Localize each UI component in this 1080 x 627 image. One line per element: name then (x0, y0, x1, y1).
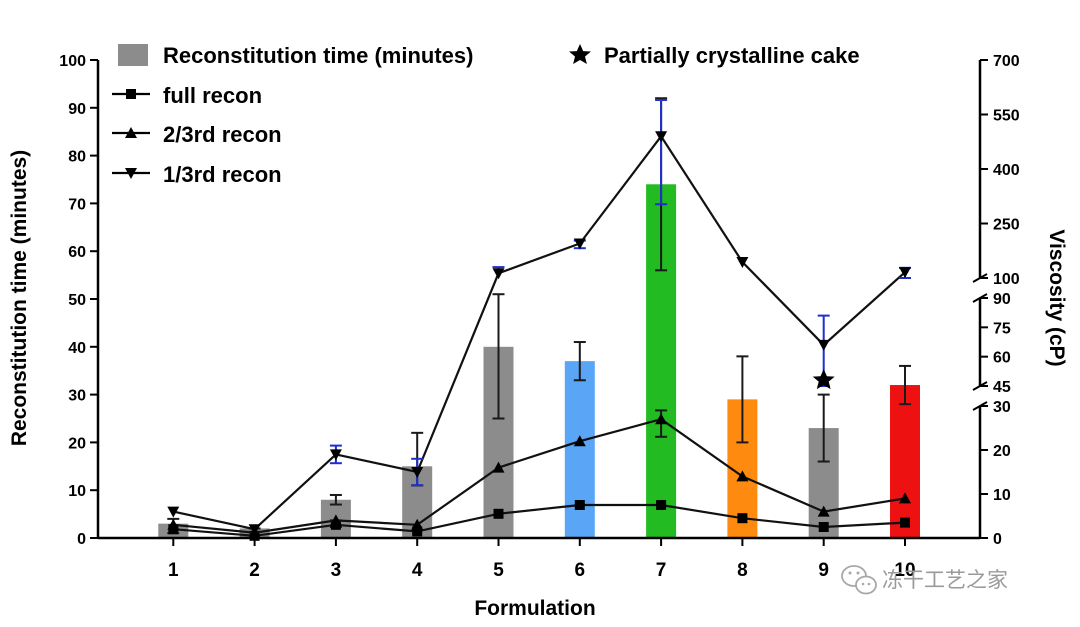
x-axis-title: Formulation (474, 597, 595, 620)
x-tick-label-8: 8 (737, 560, 748, 581)
point-two-thirds-recon-5 (492, 461, 505, 473)
point-two-thirds-recon-8 (736, 470, 749, 482)
square-marker-icon (126, 89, 136, 99)
bars-layer (158, 184, 920, 538)
axes-layer: 0102030405060708090100010203045607590100… (59, 53, 1020, 581)
y-right-tick-label-60: 60 (993, 350, 1011, 367)
point-full-recon-4 (412, 526, 423, 537)
point-two-thirds-recon-6 (573, 435, 586, 447)
y-left-tick-label-90: 90 (68, 101, 86, 118)
point-one-third-recon-6 (573, 238, 586, 250)
point-full-recon-9 (818, 522, 829, 532)
y-right-tick-label-10: 10 (993, 487, 1011, 504)
x-tick-label-4: 4 (412, 560, 423, 581)
x-tick-label-6: 6 (575, 560, 586, 581)
y-left-tick-label-40: 40 (68, 340, 86, 357)
point-two-thirds-recon-3 (329, 514, 342, 526)
x-tick-label-9: 9 (818, 560, 829, 581)
lines-layer (167, 98, 911, 541)
watermark-text: 冻干工艺之家 (882, 568, 1008, 592)
x-tick-label-1: 1 (168, 560, 179, 581)
y-left-tick-label-60: 60 (68, 244, 86, 261)
point-two-thirds-recon-7 (655, 413, 668, 425)
bar-formulation-6 (564, 361, 595, 538)
legend: Reconstitution time (minutes) Partially … (112, 43, 860, 187)
wechat-bubbles-icon (841, 565, 877, 595)
y-left-tick-label-80: 80 (68, 149, 86, 166)
point-full-recon-5 (493, 508, 504, 519)
y-right-tick-label-400: 400 (993, 162, 1020, 179)
bar-formulation-10 (890, 385, 920, 538)
point-one-third-recon-10 (899, 267, 911, 279)
point-full-recon-7 (656, 500, 667, 510)
y-left-tick-label-20: 20 (68, 435, 86, 452)
y-left-tick-label-10: 10 (68, 483, 86, 500)
point-two-thirds-recon-9 (817, 505, 830, 517)
triangle-up-marker-icon (125, 127, 137, 138)
point-one-third-recon-8 (736, 257, 749, 269)
y-right-tick-label-100: 100 (993, 271, 1020, 288)
star-icon (569, 44, 591, 64)
y-left-tick-label-0: 0 (77, 531, 86, 548)
point-full-recon-8 (737, 513, 748, 524)
point-one-third-recon-5 (492, 268, 505, 280)
y-right-tick-label-45: 45 (993, 379, 1011, 396)
point-two-thirds-recon-10 (899, 492, 911, 504)
point-full-recon-6 (574, 500, 585, 510)
series-line-one-third-recon (173, 134, 906, 531)
y-right-tick-label-250: 250 (993, 217, 1020, 234)
y-right-tick-label-20: 20 (993, 443, 1011, 460)
y-right-tick-label-75: 75 (993, 320, 1011, 337)
series-line-full-recon (173, 503, 906, 537)
y-right-tick-label-0: 0 (993, 531, 1002, 548)
y-left-tick-label-50: 50 (68, 292, 86, 309)
point-one-third-recon-2 (248, 524, 261, 536)
annotation-star-1 (812, 369, 835, 390)
y-axis-right-title: Viscosity (cP) (1045, 229, 1068, 366)
watermark: 冻干工艺之家 (841, 565, 1008, 595)
x-tick-label-5: 5 (493, 560, 504, 581)
point-one-third-recon-7 (655, 131, 668, 143)
x-tick-label-7: 7 (656, 560, 667, 581)
y-axis-left-title: Reconstitution time (minutes) (8, 150, 31, 446)
y-left-tick-label-100: 100 (59, 53, 86, 70)
y-left-tick-label-70: 70 (68, 196, 86, 213)
legend-label-full-recon: full recon (163, 83, 262, 108)
point-full-recon-10 (900, 517, 910, 528)
legend-swatch-bars (118, 44, 148, 66)
point-one-third-recon-1 (167, 506, 180, 518)
y-right-tick-label-30: 30 (993, 399, 1011, 416)
legend-label-two-thirds-recon: 2/3rd recon (163, 122, 282, 147)
y-right-tick-label-90: 90 (993, 291, 1011, 308)
legend-label-bars: Reconstitution time (minutes) (163, 43, 473, 68)
y-right-tick-label-550: 550 (993, 108, 1020, 125)
point-one-third-recon-9 (817, 339, 830, 351)
point-two-thirds-recon-4 (411, 518, 424, 530)
y-left-tick-label-30: 30 (68, 388, 86, 405)
x-tick-label-2: 2 (249, 560, 260, 581)
y-right-tick-label-700: 700 (993, 53, 1020, 70)
x-tick-label-10: 10 (894, 560, 915, 581)
point-one-third-recon-3 (329, 449, 342, 461)
x-tick-label-3: 3 (331, 560, 342, 581)
series-line-two-thirds-recon (173, 418, 906, 534)
legend-label-annotation: Partially crystalline cake (604, 43, 860, 68)
triangle-down-marker-icon (125, 168, 137, 179)
legend-label-one-third-recon: 1/3rd recon (163, 162, 282, 187)
point-two-thirds-recon-1 (167, 518, 180, 530)
point-one-third-recon-4 (411, 467, 424, 478)
